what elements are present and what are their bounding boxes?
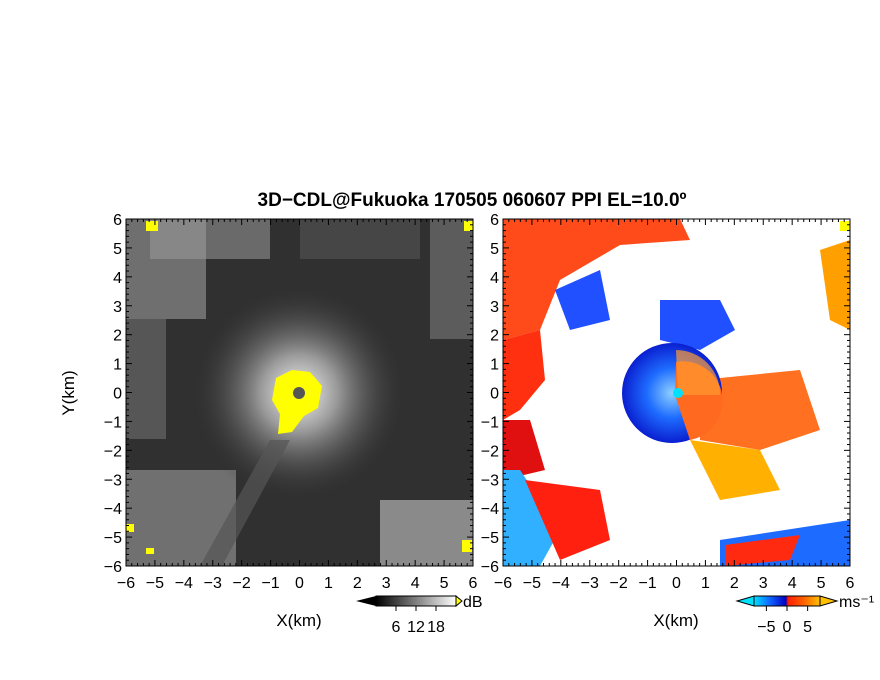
left-colorbar-unit: dB	[463, 594, 483, 611]
left-heatmap	[126, 219, 473, 566]
x-tick-label: 6	[846, 575, 855, 592]
right-axes: −6 −5 −4 −3 −2 −1 0 1 2 3 4 5 6 6 5 4 3 2 1 0 −1 −2 −3 −4 −5 −6	[481, 212, 855, 592]
x-tick-label: −1	[638, 575, 656, 592]
y-tick-label: 6	[490, 212, 499, 229]
y-tick-label: 2	[113, 328, 122, 345]
x-tick-label: −4	[175, 575, 193, 592]
y-tick-label: 6	[113, 212, 122, 229]
y-tick-label: 0	[490, 386, 499, 403]
x-tick-label: 3	[382, 575, 391, 592]
x-tick-label: 5	[817, 575, 826, 592]
y-tick-label: 4	[113, 270, 122, 287]
x-tick-label: 0	[295, 575, 304, 592]
right-x-axis-label: X(km)	[653, 611, 698, 630]
x-tick-label: −4	[552, 575, 570, 592]
y-tick-label: 3	[113, 299, 122, 316]
y-tick-label: −2	[104, 443, 122, 460]
y-tick-label: −6	[104, 559, 122, 576]
y-tick-label: 1	[490, 357, 499, 374]
x-tick-label: −3	[204, 575, 222, 592]
x-tick-label: −6	[494, 575, 512, 592]
colorbar-tick-label: 12	[407, 619, 425, 636]
colorbar-tick-label: 5	[803, 619, 812, 636]
x-tick-label: −6	[117, 575, 135, 592]
colorbar-tick-label: 6	[392, 619, 401, 636]
y-tick-label: 2	[490, 328, 499, 345]
y-tick-label: 4	[490, 270, 499, 287]
x-tick-label: 4	[411, 575, 420, 592]
y-tick-label: 1	[113, 357, 122, 374]
y-tick-label: −1	[481, 414, 499, 431]
y-tick-label: −3	[481, 472, 499, 489]
y-tick-label: −5	[104, 530, 122, 547]
colorbar-tick-label: 0	[783, 619, 792, 636]
left-axes: −6 −5 −4 −3 −2 −1 0 1 2 3 4 5 6 6 5 4 3 2 1 0 −1 −2 −3 −4 −5 −6	[104, 212, 478, 592]
x-tick-label: −1	[261, 575, 279, 592]
x-tick-label: −2	[233, 575, 251, 592]
x-tick-label: 2	[730, 575, 739, 592]
x-tick-label: 2	[353, 575, 362, 592]
x-tick-label: 1	[324, 575, 333, 592]
y-tick-label: −3	[104, 472, 122, 489]
x-tick-label: −5	[146, 575, 164, 592]
y-tick-label: −2	[481, 443, 499, 460]
x-tick-label: 0	[672, 575, 681, 592]
y-tick-label: −6	[481, 559, 499, 576]
right-heatmap	[503, 219, 850, 566]
right-colorbar: ms⁻¹ −5 0 5	[735, 594, 874, 636]
x-tick-label: −5	[523, 575, 541, 592]
chart-title: 3D−CDL@Fukuoka 170505 060607 PPI EL=10.0…	[258, 190, 687, 211]
x-tick-label: −2	[610, 575, 628, 592]
x-tick-label: 4	[788, 575, 797, 592]
left-colorbar: dB 6 12 18	[356, 594, 483, 636]
y-tick-label: −1	[104, 414, 122, 431]
colorbar-tick-label: 18	[427, 619, 445, 636]
x-tick-label: −3	[581, 575, 599, 592]
x-tick-label: 6	[469, 575, 478, 592]
right-colorbar-ticks: −5 0 5	[757, 606, 812, 636]
y-tick-label: 5	[113, 241, 122, 258]
right-panel: −6 −5 −4 −3 −2 −1 0 1 2 3 4 5 6 6 5 4 3 2 1 0 −1 −2 −3 −4 −5 −6 X…	[481, 212, 874, 636]
y-tick-label: 3	[490, 299, 499, 316]
left-y-axis-label: Y(km)	[59, 370, 78, 415]
x-tick-label: 1	[701, 575, 710, 592]
left-colorbar-ticks: 6 12 18	[392, 606, 445, 636]
colorbar-tick-label: −5	[757, 619, 775, 636]
y-tick-label: 5	[490, 241, 499, 258]
x-tick-label: 3	[759, 575, 768, 592]
y-tick-label: −4	[104, 501, 122, 518]
left-x-axis-label: X(km)	[276, 611, 321, 630]
right-colorbar-unit: ms⁻¹	[839, 594, 874, 611]
x-tick-label: 5	[440, 575, 449, 592]
y-tick-label: −5	[481, 530, 499, 547]
y-tick-label: −4	[481, 501, 499, 518]
y-tick-label: 0	[113, 386, 122, 403]
